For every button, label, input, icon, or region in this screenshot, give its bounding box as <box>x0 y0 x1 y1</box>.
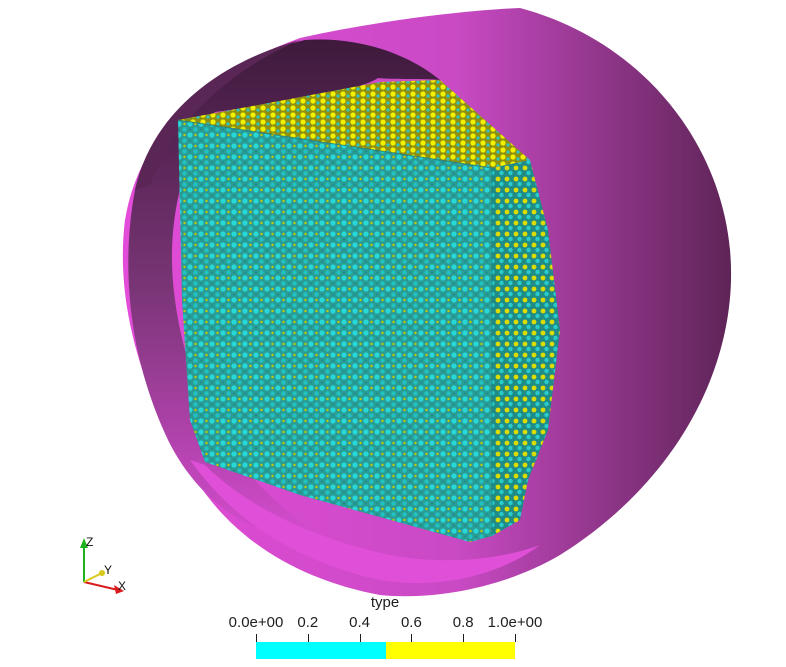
atom-lattice-block[interactable] <box>177 80 560 542</box>
legend-tick-label: 0.0e+00 <box>228 614 284 631</box>
legend-tick-mark <box>463 634 465 642</box>
colorbar <box>256 642 515 659</box>
legend-tick-mark <box>411 634 413 642</box>
lattice-top-face <box>178 80 530 168</box>
z-axis-label: Z <box>86 535 93 549</box>
legend-tick-label: 1.0e+00 <box>487 614 543 631</box>
legend-tick-label: 0.4 <box>349 614 371 631</box>
cylinder-bore-bottom <box>190 460 540 584</box>
legend-tick-label: 0.2 <box>297 614 319 631</box>
lattice-side-face <box>492 160 560 536</box>
legend-tick-mark <box>307 634 309 642</box>
lattice-front-face <box>178 120 492 542</box>
legend-tick-label: 0.8 <box>452 614 474 631</box>
colorbar-low-segment <box>256 642 386 659</box>
cylinder-rim <box>135 40 300 190</box>
z-axis-arrow <box>80 538 88 548</box>
legend-tick-mark <box>256 634 257 642</box>
scalar-bar-legend[interactable]: type 0.0e+00 0.2 0.4 0.6 0.8 1.0e+00 <box>229 592 542 662</box>
y-axis-line <box>83 573 101 583</box>
legend-title: type <box>370 594 400 611</box>
x-axis-line <box>83 581 119 591</box>
orientation-axes[interactable]: Z Y X <box>80 535 126 594</box>
y-axis-arrow <box>99 570 105 576</box>
legend-tick-mark <box>515 634 516 642</box>
legend-tick-label: 0.6 <box>400 614 422 631</box>
x-axis-label: X <box>118 579 126 593</box>
colorbar-high-segment <box>385 642 515 659</box>
y-axis-label: Y <box>104 563 112 577</box>
x-axis-arrow <box>114 585 124 594</box>
legend-tick-mark <box>359 634 361 642</box>
